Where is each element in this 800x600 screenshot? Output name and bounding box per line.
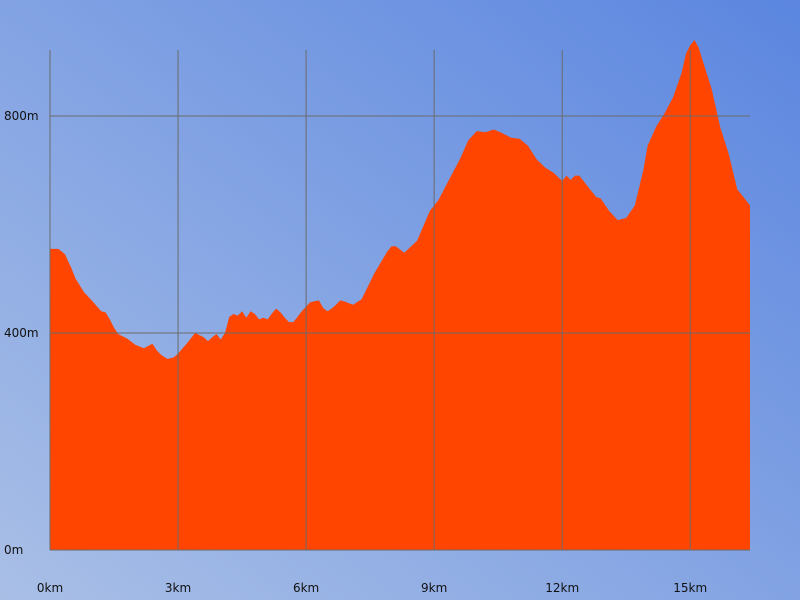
elevation-area: [50, 40, 750, 550]
x-tick-label: 3km: [165, 581, 191, 595]
y-tick-label: 400m: [4, 326, 39, 340]
area-layer: [50, 40, 750, 550]
grid-layer: [49, 50, 750, 551]
y-tick-label: 800m: [4, 109, 39, 123]
tick-label-layer: 0km 3km 6km 9km 12km 15km 0m 400m 800m: [4, 109, 707, 595]
x-tick-label: 9km: [421, 581, 447, 595]
x-tick-label: 0km: [37, 581, 63, 595]
x-tick-label: 15km: [673, 581, 707, 595]
x-tick-label: 12km: [545, 581, 579, 595]
x-tick-label: 6km: [293, 581, 319, 595]
y-tick-label: 0m: [4, 543, 23, 557]
